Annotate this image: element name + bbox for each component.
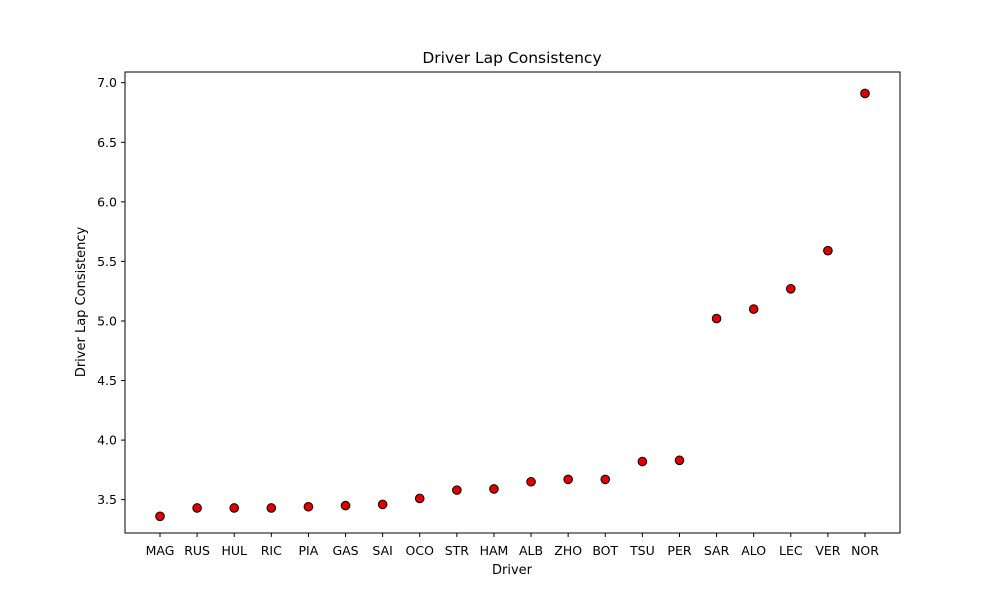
x-axis-label: Driver	[492, 563, 533, 578]
y-tick-label: 4.0	[97, 433, 117, 448]
data-point-oco	[414, 493, 425, 504]
data-point-alo	[748, 304, 759, 314]
y-axis-label: Driver Lap Consistency	[74, 227, 89, 378]
data-points	[155, 88, 870, 522]
x-tick-label: OCO	[406, 543, 435, 558]
x-tick-label: HUL	[221, 543, 247, 558]
x-tick-label: PER	[667, 543, 691, 558]
x-tick-label: MAG	[146, 543, 175, 558]
y-tick-label: 6.0	[97, 194, 117, 209]
x-axis-ticks: MAG RUS HUL RIC PIA GAS SAI OCO STR HAM ALB ZHO BOT T…	[146, 533, 879, 558]
x-tick-label: PIA	[299, 543, 319, 558]
data-point-ham	[489, 484, 499, 494]
x-tick-label: NOR	[851, 543, 879, 558]
y-axis-ticks: 3.5 4.0 4.5 5.0 5.5 6.0 6.5 7.0	[97, 75, 125, 507]
y-tick-label: 7.0	[97, 75, 117, 90]
data-point-ric	[266, 503, 277, 513]
y-tick-label: 5.5	[97, 254, 117, 269]
y-tick-label: 3.5	[97, 492, 117, 507]
y-tick-label: 4.5	[97, 373, 117, 388]
x-tick-label: GAS	[332, 543, 358, 558]
plot-area	[124, 71, 901, 534]
data-point-lec	[785, 284, 796, 294]
x-tick-label: RUS	[184, 543, 210, 558]
x-tick-label: ALB	[519, 543, 543, 558]
data-point-rus	[192, 503, 202, 513]
data-point-per	[674, 455, 685, 466]
x-tick-label: HAM	[480, 543, 509, 558]
data-point-mag	[155, 511, 165, 522]
x-tick-label: BOT	[592, 543, 618, 558]
data-point-nor	[860, 88, 870, 99]
x-tick-label: STR	[445, 543, 470, 558]
x-tick-label: SAR	[704, 543, 730, 558]
y-tick-label: 5.0	[97, 313, 117, 328]
data-point-str	[452, 485, 462, 495]
data-point-sai	[377, 499, 388, 510]
x-tick-label: TSU	[629, 543, 655, 558]
data-point-sar	[711, 313, 722, 324]
data-point-gas	[340, 500, 351, 511]
data-point-hul	[229, 503, 240, 513]
data-point-alb	[526, 476, 536, 487]
data-point-ver	[823, 245, 833, 256]
x-tick-label: VER	[815, 543, 840, 558]
data-point-tsu	[637, 456, 648, 467]
x-tick-label: LEC	[779, 543, 803, 558]
x-tick-label: SAI	[372, 543, 392, 558]
x-tick-label: RIC	[261, 543, 282, 558]
y-tick-label: 6.5	[97, 135, 117, 150]
data-point-bot	[600, 474, 611, 485]
x-tick-label: ZHO	[554, 543, 582, 558]
data-point-zho	[563, 474, 573, 485]
chart-title: Driver Lap Consistency	[422, 49, 601, 67]
data-point-pia	[303, 501, 314, 512]
x-tick-label: ALO	[741, 543, 766, 558]
